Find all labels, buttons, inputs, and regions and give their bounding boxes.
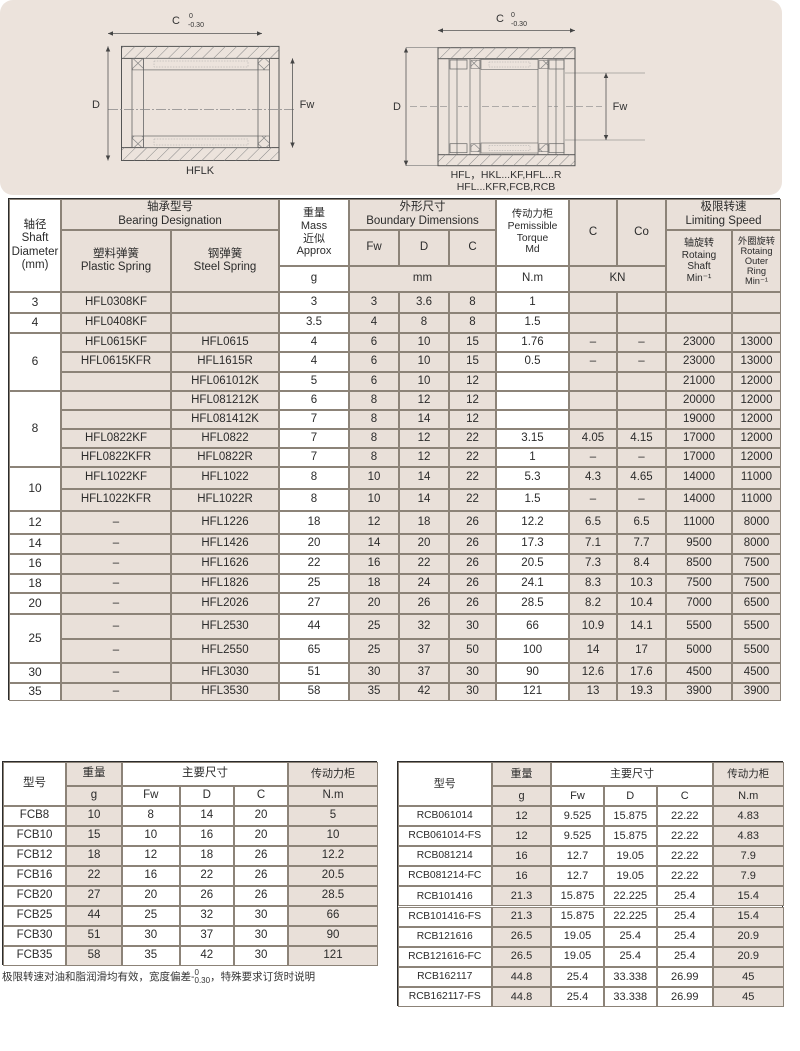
svg-text:0: 0 <box>189 13 193 20</box>
svg-text:C: C <box>172 15 180 27</box>
svg-text:0: 0 <box>511 12 515 19</box>
svg-text:HFLK: HFLK <box>186 165 215 177</box>
svg-text:C: C <box>496 13 504 25</box>
svg-text:Fw: Fw <box>613 101 628 113</box>
svg-text:HFL...KFR,FCB,RCB: HFL...KFR,FCB,RCB <box>457 181 556 193</box>
svg-text:D: D <box>393 101 401 113</box>
svg-text:D: D <box>92 99 100 111</box>
svg-text:Fw: Fw <box>300 99 315 111</box>
svg-text:-0.30: -0.30 <box>188 22 204 29</box>
svg-text:HFL，HKL...KF,HFL...R: HFL，HKL...KF,HFL...R <box>451 169 562 181</box>
svg-text:-0.30: -0.30 <box>511 21 527 28</box>
